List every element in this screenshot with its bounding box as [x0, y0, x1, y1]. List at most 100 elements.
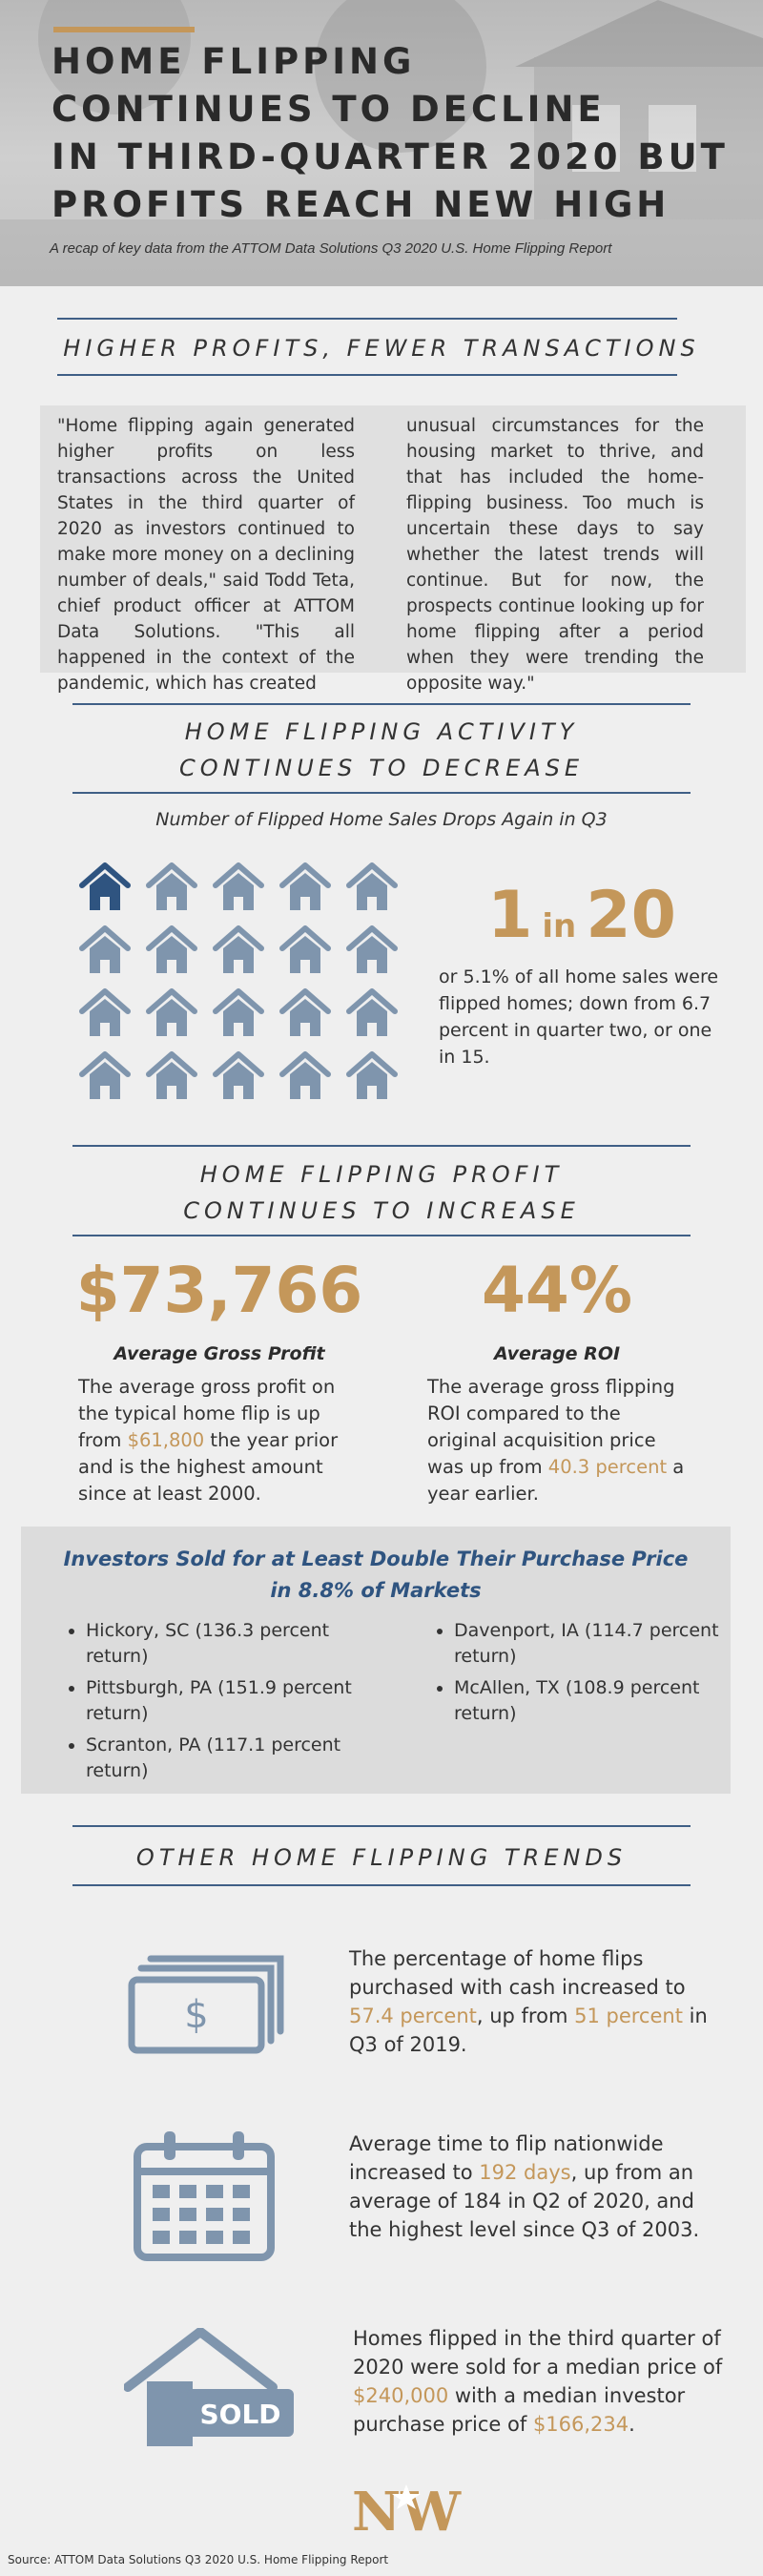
house-icon	[146, 988, 197, 1036]
list-item: Scranton, PA (117.1 percent return)	[86, 1733, 362, 1784]
section-title-line: CONTINUES TO INCREASE	[183, 1197, 580, 1224]
markets-title-line: in 8.8% of Markets	[270, 1579, 482, 1602]
time-text: , up from an average of 184 in Q2 of 202…	[349, 2161, 700, 2241]
house-photo-background	[0, 0, 763, 286]
chart-subtitle: Number of Flipped Home Sales Drops Again…	[155, 809, 608, 830]
section-rule	[72, 1145, 691, 1147]
profit-value: $73,766	[75, 1254, 363, 1327]
section-title-line: HOME FLIPPING PROFIT	[199, 1161, 564, 1188]
house-icon	[79, 925, 131, 973]
cash-text: in Q3 of 2019.	[349, 2005, 708, 2056]
markets-list-right: Davenport, IA (114.7 percent return) McA…	[429, 1618, 731, 1733]
main-title: HOME FLIPPING CONTINUES TO DECLINE IN TH…	[52, 38, 738, 229]
roi-desc-text: The average gross flipping ROI compared …	[427, 1376, 675, 1478]
ratio-numerator: 1	[487, 878, 533, 953]
company-logo: NW	[352, 2481, 462, 2538]
sold-label: SOLD	[199, 2399, 280, 2430]
quote-left-column: "Home flipping again generated higher pr…	[57, 416, 355, 694]
price-trend-text: Homes flipped in the third quarter of 20…	[353, 2324, 731, 2439]
roi-value: 44%	[482, 1254, 632, 1327]
section-title-profit: HOME FLIPPING PROFIT CONTINUES TO INCREA…	[0, 1156, 763, 1229]
house-icon	[279, 862, 331, 910]
title-line: HOME FLIPPING	[52, 41, 416, 82]
title-line: PROFITS REACH NEW HIGH	[52, 184, 670, 225]
time-days: 192 days	[479, 2161, 571, 2184]
source-note: Source: ATTOM Data Solutions Q3 2020 U.S…	[8, 2553, 389, 2566]
sold-house-icon: SOLD	[124, 2328, 294, 2446]
section-title-other-trends: OTHER HOME FLIPPING TRENDS	[135, 1844, 628, 1871]
house-icon	[213, 862, 264, 910]
house-icon	[279, 988, 331, 1036]
markets-box: Investors Sold for at Least Double Their…	[21, 1527, 731, 1794]
cash-text: , up from	[476, 2005, 575, 2027]
section-rule	[72, 1825, 691, 1827]
section-rule	[72, 1884, 691, 1886]
section-title-higher-profits: HIGHER PROFITS, FEWER TRANSACTIONS	[63, 335, 700, 362]
ratio-stat: 1 in 20	[439, 878, 725, 953]
profit-desc-text: the year prior and is the highest amount…	[78, 1429, 339, 1505]
house-icon	[279, 1051, 331, 1099]
list-item: McAllen, TX (108.9 percent return)	[454, 1675, 731, 1727]
cash-trend-text: The percentage of home flips purchased w…	[349, 1944, 731, 2059]
section-title-activity: HOME FLIPPING ACTIVITY CONTINUES TO DECR…	[0, 714, 763, 786]
hero-banner: HOME FLIPPING CONTINUES TO DECLINE IN TH…	[0, 0, 763, 286]
house-icon	[146, 925, 197, 973]
title-line: CONTINUES TO DECLINE	[52, 89, 606, 130]
ratio-denominator: 20	[586, 878, 676, 953]
house-icon	[79, 988, 131, 1036]
time-trend-text: Average time to flip nationwide increase…	[349, 2129, 731, 2244]
roi-desc-text: a year earlier.	[427, 1456, 685, 1505]
quote-box: "Home flipping again generated higher pr…	[40, 405, 746, 694]
roi-prior-value: 40.3 percent	[547, 1456, 668, 1478]
section-rule	[72, 703, 691, 705]
cash-text: The percentage of home flips purchased w…	[349, 1947, 686, 1999]
markets-title: Investors Sold for at Least Double Their…	[21, 1544, 731, 1607]
house-icon	[346, 925, 398, 973]
markets-title-line: Investors Sold for at Least Double Their…	[63, 1548, 689, 1570]
profit-description: The average gross profit on the typical …	[78, 1374, 364, 1507]
roi-description: The average gross flipping ROI compared …	[427, 1374, 694, 1507]
house-icon	[79, 1051, 131, 1099]
profit-label: Average Gross Profit	[113, 1343, 325, 1364]
house-icon	[146, 862, 197, 910]
cash-icon: $	[128, 1955, 284, 2054]
house-pictograph	[78, 861, 412, 1109]
house-icon	[346, 862, 398, 910]
house-icon	[346, 1051, 398, 1099]
profit-desc-text: The average gross profit on the typical …	[78, 1376, 336, 1451]
quote-right-column: unusual circumstances for the housing ma…	[406, 416, 704, 694]
house-icon	[146, 1051, 197, 1099]
section-rule	[57, 318, 677, 320]
profit-prior-value: $61,800	[127, 1429, 205, 1451]
section-rule	[72, 792, 691, 794]
house-icon-highlighted	[79, 862, 131, 910]
time-text: Average time to flip nationwide increase…	[349, 2132, 664, 2184]
list-item: Davenport, IA (114.7 percent return)	[454, 1618, 731, 1670]
list-item: Hickory, SC (136.3 percent return)	[86, 1618, 362, 1670]
house-icon	[213, 988, 264, 1036]
median-sale-price: $240,000	[353, 2384, 449, 2407]
section-title-line: HOME FLIPPING ACTIVITY	[184, 718, 579, 745]
house-icon	[346, 988, 398, 1036]
list-item: Pittsburgh, PA (151.9 percent return)	[86, 1675, 362, 1727]
section-rule	[57, 374, 677, 376]
markets-list-left: Hickory, SC (136.3 percent return) Pitts…	[61, 1618, 362, 1790]
cash-current-pct: 57.4 percent	[349, 2005, 477, 2027]
calendar-icon	[134, 2131, 275, 2261]
subtitle: A recap of key data from the ATTOM Data …	[50, 240, 612, 257]
roi-label: Average ROI	[493, 1343, 621, 1364]
cash-prior-pct: 51 percent	[574, 2005, 683, 2027]
svg-text:$: $	[184, 1993, 208, 2037]
price-text: .	[629, 2413, 635, 2436]
section-rule	[72, 1235, 691, 1236]
ratio-description: or 5.1% of all home sales were flipped h…	[439, 966, 719, 1068]
house-icon	[213, 925, 264, 973]
price-text: with a median investor purchase price of	[353, 2384, 686, 2436]
ratio-in: in	[542, 907, 577, 945]
section-title-line: CONTINUES TO DECREASE	[178, 755, 585, 781]
price-text: Homes flipped in the third quarter of 20…	[353, 2327, 723, 2379]
median-purchase-price: $166,234	[532, 2413, 629, 2436]
title-line: IN THIRD-QUARTER 2020 BUT	[52, 136, 729, 177]
house-icon	[213, 1051, 264, 1099]
house-icon	[279, 925, 331, 973]
